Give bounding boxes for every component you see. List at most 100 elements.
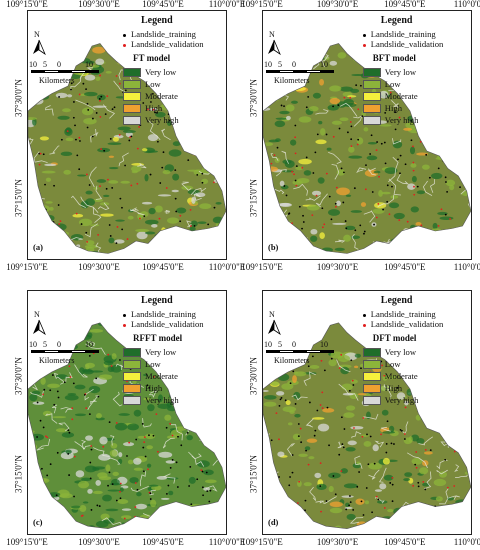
training-point [305,106,308,109]
susceptibility-map [28,43,226,254]
susceptibility-patch [440,230,449,237]
susceptibility-patch [95,520,109,528]
susceptibility-patch [110,443,118,449]
susceptibility-patch [314,472,322,479]
scale-tick: 10 [85,340,93,349]
susceptibility-patch [74,384,86,390]
training-point [280,397,283,399]
validation-point [130,184,133,187]
susceptibility-patch [326,147,332,151]
susceptibility-patch [441,409,446,414]
validation-point [107,178,109,181]
susceptibility-patch [147,134,159,142]
drainage-line [80,196,99,213]
training-point [425,153,428,156]
susceptibility-patch [295,166,304,171]
bottom-lon-tick: 109°30'0"E [78,537,120,547]
training-point [183,136,186,139]
susceptibility-patch [357,393,367,396]
training-point [167,484,170,487]
susceptibility-patch [219,176,226,183]
validation-point [412,161,415,164]
susceptibility-patch [345,405,356,411]
training-point [363,230,366,233]
top-lon-tick: 109°15'0"E [6,0,48,9]
model-title: BFT model [372,53,416,63]
susceptibility-patch [34,486,43,492]
training-point [350,359,353,362]
training-point [108,421,111,423]
validation-point [169,422,172,425]
susceptibility-patch [196,81,206,86]
susceptibility-patch [56,322,63,327]
susceptibility-patch [388,202,400,209]
susceptibility-patch [201,380,206,386]
susceptibility-patch [422,119,433,122]
validation-point [398,116,401,119]
susceptibility-patch [160,245,171,253]
susceptibility-patch [97,472,108,479]
drainage-line [190,187,207,195]
validation-legend-marker [362,43,366,47]
drainage-line [441,55,452,62]
susceptibility-patch [416,247,422,254]
training-point [305,449,307,452]
drainage-line [431,134,442,140]
susceptibility-patch [327,104,339,111]
validation-point [448,118,450,121]
bottom-lon-tick: 109°45'0"E [384,537,426,547]
drainage-line [422,180,433,196]
susceptibility-patch [459,169,465,177]
drainage-line [418,436,434,446]
susceptibility-patch [175,361,183,366]
validation-point [59,220,62,223]
drainage-line [301,242,311,249]
susceptibility-patch [75,470,85,478]
class-swatch [362,116,381,125]
drainage-line [315,109,329,115]
susceptibility-patch [445,179,456,187]
susceptibility-patch [41,170,56,174]
susceptibility-patch [344,506,353,510]
susceptibility-patch [99,436,108,445]
training-point [70,88,72,91]
susceptibility-patch [287,422,293,426]
susceptibility-patch [263,401,277,407]
susceptibility-patch [378,90,389,99]
drainage-line [188,451,205,467]
susceptibility-patch [135,228,150,233]
susceptibility-patch [340,468,348,474]
training-point [85,88,87,91]
susceptibility-patch [55,233,62,237]
susceptibility-patch [372,208,385,214]
drainage-line [74,441,92,450]
scale-tick: 10 [85,60,93,69]
training-point [386,184,389,187]
training-point [458,449,461,452]
susceptibility-patch [376,500,388,504]
susceptibility-patch [151,224,158,228]
susceptibility-patch [84,362,95,369]
training-point [292,370,295,373]
susceptibility-patch [278,498,292,504]
validation-point [419,233,422,236]
susceptibility-patch [409,146,416,155]
validation-legend-label: Landslide_validation [370,39,444,49]
validation-point [377,203,380,205]
study-area [28,43,226,254]
drainage-line [321,52,329,68]
training-point [38,152,41,155]
training-point [340,167,343,170]
scale-tick: 0 [57,340,61,349]
scale-unit: Kilometers [274,356,310,365]
drainage-line [303,371,316,386]
susceptibility-patch [41,222,53,228]
susceptibility-patch [271,225,285,232]
susceptibility-patch [279,110,290,115]
validation-point [446,372,449,375]
susceptibility-patch [286,115,291,121]
training-point [42,153,45,156]
susceptibility-patch [178,511,186,518]
validation-point [311,214,314,217]
training-point [111,108,114,111]
